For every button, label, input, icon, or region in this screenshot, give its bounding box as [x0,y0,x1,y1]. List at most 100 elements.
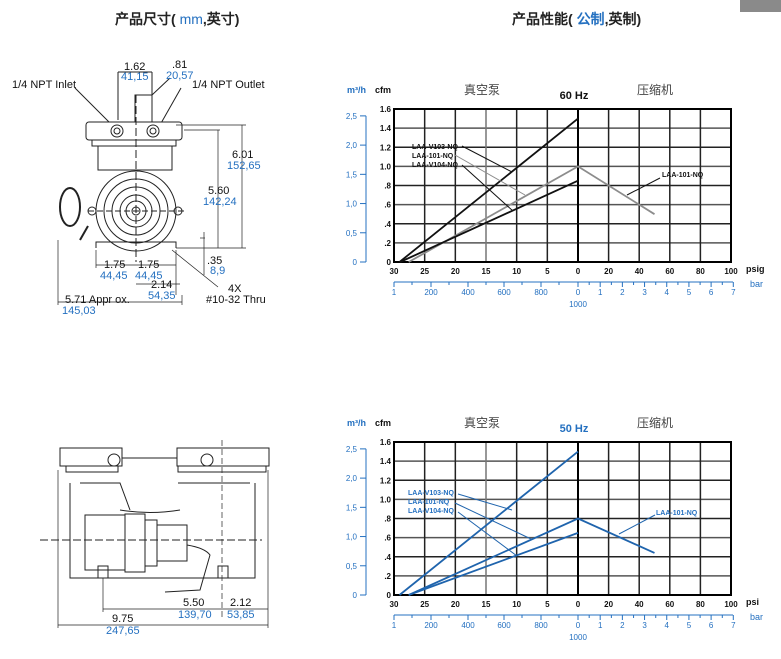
plot-border [393,108,732,263]
vacuum-tick-label: 20 [451,600,460,609]
series-label-right: LAA-101-NQ [656,510,698,517]
dim-1-75-left-in: 1.75 [104,259,126,271]
dim-0-35-mm: 8,9 [210,265,226,277]
dimensions-title: 产品尺寸( mm,英寸) [115,9,239,29]
dim-2-12-mm: 53,85 [227,609,255,621]
series-line-laa-101-nq [408,517,655,596]
cfm-axis-label: cfm [375,85,391,95]
inlet-label: 1/4 NPT Inlet [12,79,76,91]
pressure-tick-label: 40 [635,600,644,609]
dim-5-71-mm: 145,03 [62,305,96,317]
y-tick-label: 1.0 [380,495,392,504]
y-tick-label: .4 [384,553,391,562]
mbar-end-label: 1000 [569,300,587,309]
y-tick-label: 0 [387,258,392,267]
pressure-tick-label: 20 [604,600,613,609]
bar-tick-label: 6 [709,288,714,297]
y-tick-label: 1.2 [380,476,392,485]
vacuum-tick-label: 15 [482,600,491,609]
pressure-tick-label: 60 [665,267,674,276]
m3h-axis-label: m³/h [347,418,366,428]
bar-tick-label: 4 [665,621,670,630]
mbar-tick-label: 800 [534,288,548,297]
series-label: LAA-V103-NQ [408,490,454,497]
holes-spec: #10-32 Thru [206,294,266,306]
m3h-tick-label: 1,5 [346,503,358,512]
m3h-tick-label: 0 [353,591,358,600]
series-label: LAA-V104-NQ [408,508,454,515]
bar-tick-label: 3 [642,621,647,630]
vacuum-tick-label: 5 [545,600,550,609]
dim-1-62-mm: 41,15 [121,71,149,83]
vacuum-tick-label: 5 [545,267,550,276]
mbar-tick-label: 600 [497,288,511,297]
series-line-laa-v103-nq [398,117,579,263]
cfm-axis-label: cfm [375,418,391,428]
pressure-tick-label: 80 [696,267,705,276]
performance-title-prefix: 产品性能( [512,11,573,27]
mbar-tick-label: 800 [534,621,548,630]
series-leader-line [461,164,514,212]
m3h-tick-label: 2,5 [346,445,358,454]
vacuum-tick-label: 25 [420,600,429,609]
dim-1-75-right-in: 1.75 [138,259,160,271]
dim-2-14-mm: 54,35 [148,290,176,302]
m3h-tick-label: 2,0 [346,141,358,150]
vacuum-label: 真空泵 [464,83,500,97]
bar-tick-label: 4 [665,288,670,297]
psig-axis-label: psi [746,597,759,607]
series-line-laa-v104-nq [399,179,579,263]
mbar-tick-label: 600 [497,621,511,630]
y-tick-label: 0 [387,591,392,600]
dim-5-50-in: 5.50 [183,597,205,609]
holes-count: 4X [228,283,242,295]
m3h-tick-label: 2,5 [346,112,358,121]
series-leader-line [457,511,518,557]
outlet-label: 1/4 NPT Outlet [192,79,265,91]
dim-0-81-in: .81 [172,59,188,71]
y-tick-label: 1.0 [380,162,392,171]
bar-axis-label: bar [750,612,763,622]
series-label: LAA-V104-NQ [412,162,458,169]
bar-tick-label: 1 [598,621,603,630]
series-line-laa-v103-nq [398,450,579,596]
dim-0-81-mm: 20,57 [166,70,194,82]
mbar-tick-label: 400 [461,288,475,297]
y-tick-label: 1.6 [380,438,392,447]
y-tick-label: .8 [384,182,391,191]
pressure-tick-label: 100 [724,267,738,276]
m3h-axis-label: m³/h [347,85,366,95]
dim-2-14-in: 2.14 [151,279,173,291]
y-tick-label: 1.2 [380,143,392,152]
m3h-tick-label: 1,0 [346,200,358,209]
vacuum-tick-label: 20 [451,267,460,276]
series-label: LAA-V103-NQ [412,144,458,151]
vacuum-tick-label: 30 [390,600,399,609]
bar-tick-label: 2 [620,621,625,630]
series-leader-line-right [626,177,661,196]
vacuum-label: 真空泵 [464,416,500,430]
mbar-tick-label: 0 [576,621,581,630]
psig-axis-label: psig [746,264,765,274]
chart-title: 60 Hz [560,90,589,102]
dim-1-75-right-mm: 44,45 [135,270,163,282]
mbar-end-label: 1000 [569,633,587,642]
y-tick-label: 1.4 [380,457,392,466]
chart-title: 50 Hz [560,423,589,435]
series-label: LAA-101-NQ [408,499,450,506]
vacuum-tick-label: 0 [576,600,581,609]
front-view-drawing [57,71,246,305]
vacuum-tick-label: 15 [482,267,491,276]
dim-0-35-in: .35 [207,255,223,267]
y-tick-label: .2 [384,239,391,248]
dimensions-title-suffix: ,英寸) [202,11,240,27]
mbar-tick-label: 200 [424,621,438,630]
performance-title: 产品性能( 公制,英制) [512,9,641,29]
dimensions-title-mm: mm [179,11,203,27]
pressure-tick-label: 80 [696,600,705,609]
corner-tab [740,0,781,12]
bar-tick-label: 7 [731,621,736,630]
y-tick-label: .8 [384,515,391,524]
bar-tick-label: 3 [642,288,647,297]
